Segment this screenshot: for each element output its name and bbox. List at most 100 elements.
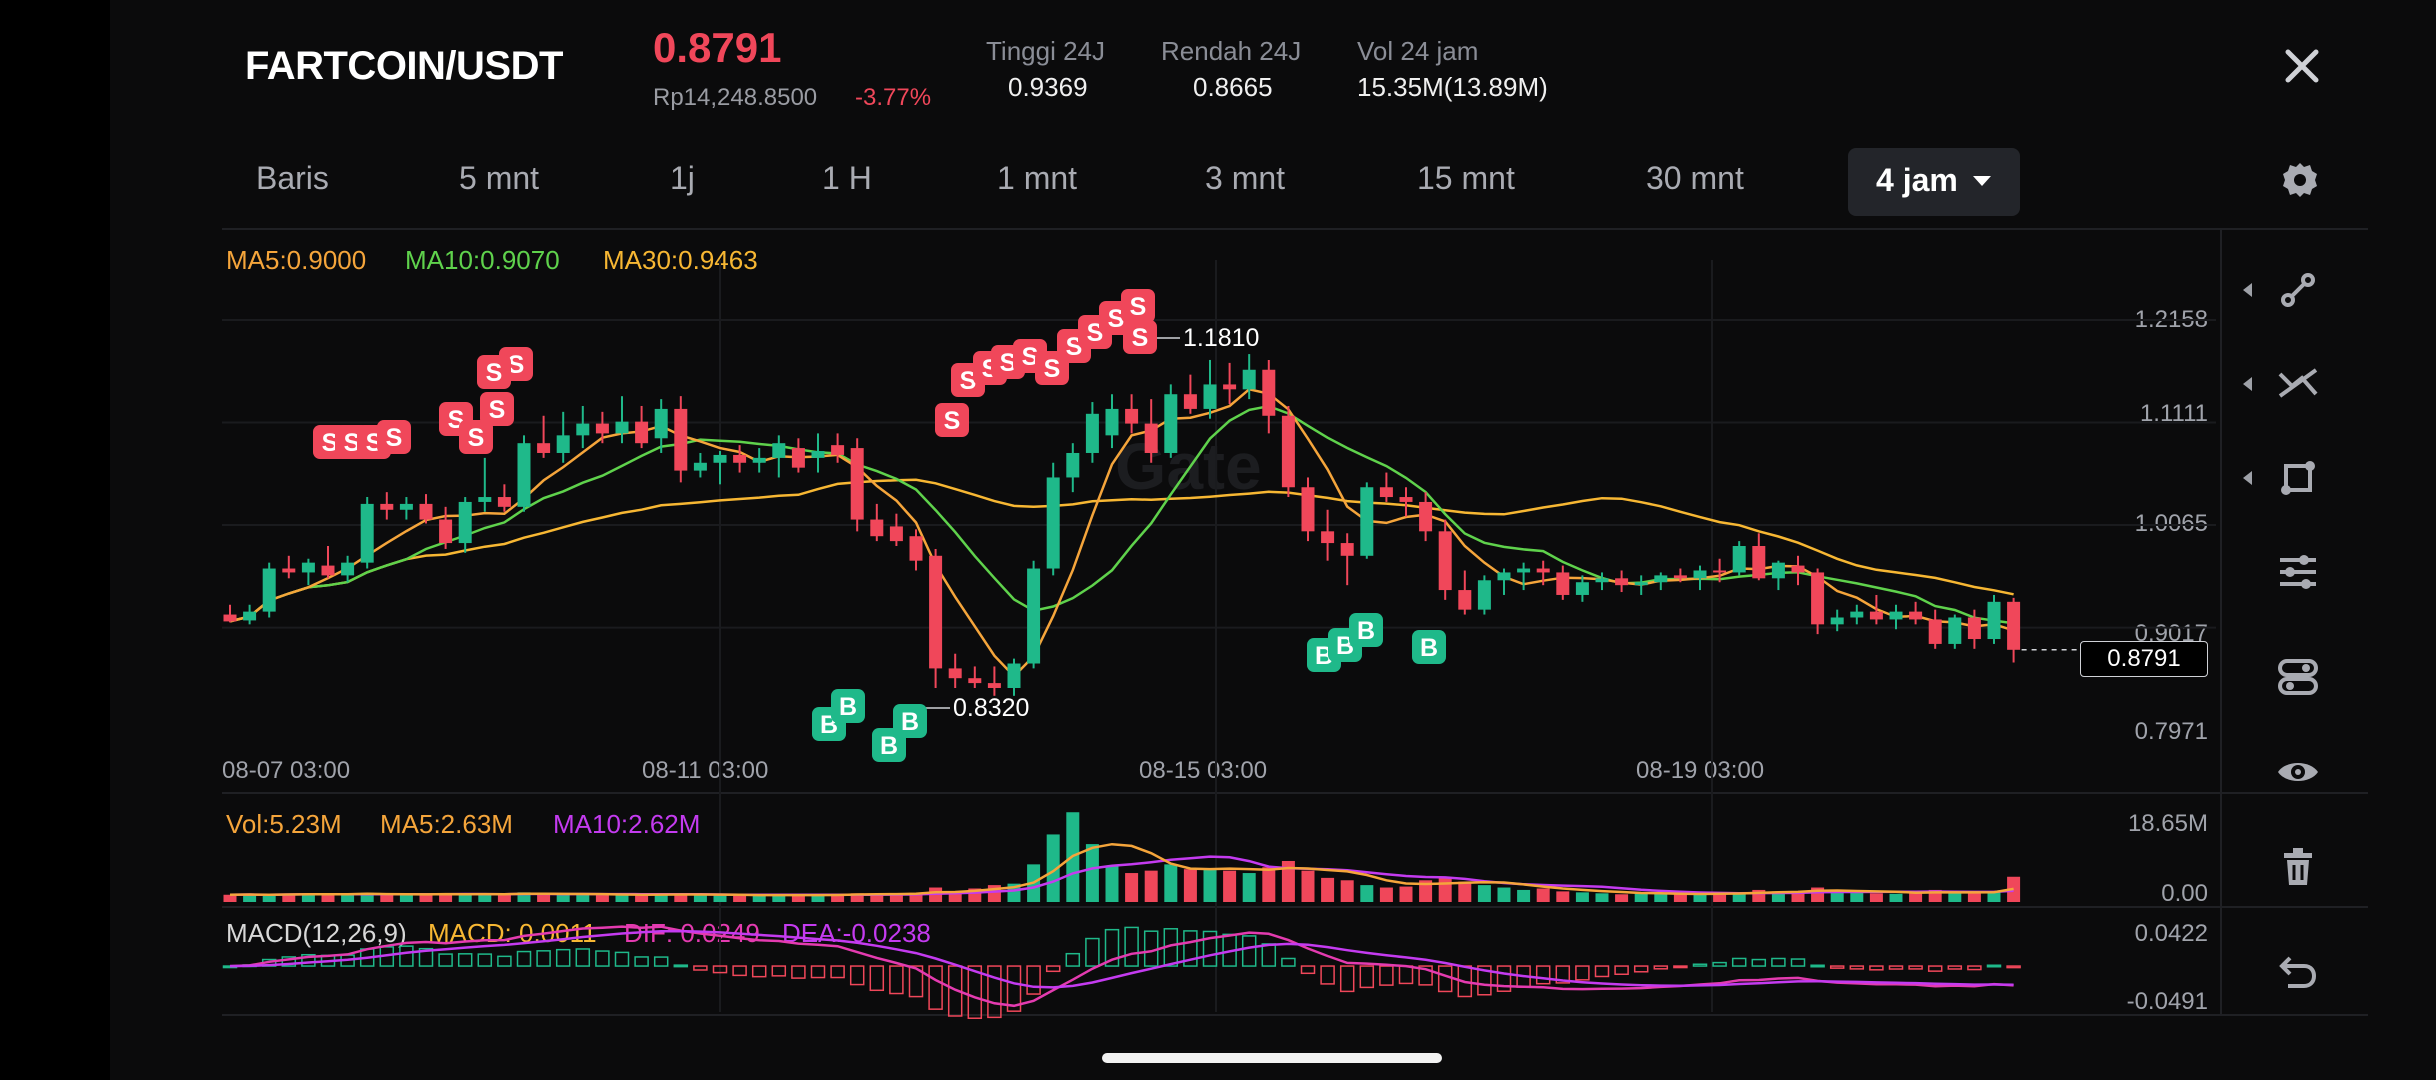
macd-histogram-bar xyxy=(1751,958,1767,967)
candle-body xyxy=(1948,617,1962,644)
gear-icon[interactable] xyxy=(2280,160,2320,200)
low-24h-value: 0.8665 xyxy=(1193,72,1273,102)
candle-body xyxy=(360,503,374,563)
volume-bar xyxy=(262,895,276,902)
macd-histogram-bar xyxy=(634,956,649,967)
multi-line-icon[interactable] xyxy=(2276,362,2320,406)
macd-histogram-bar xyxy=(1398,965,1414,985)
ma30-line xyxy=(229,478,2014,623)
tab-5m[interactable]: 5 mnt xyxy=(459,160,540,196)
candle-body xyxy=(1850,611,1864,618)
macd-histogram-bar xyxy=(1045,965,1061,973)
candle-body xyxy=(1438,531,1452,591)
close-icon[interactable] xyxy=(2280,44,2324,88)
tab-baris[interactable]: Baris xyxy=(256,160,329,196)
macd-histogram-bar xyxy=(1594,965,1610,978)
macd-histogram-bar xyxy=(1300,965,1316,975)
macd-histogram-bar xyxy=(281,956,297,967)
volume-bar xyxy=(1595,893,1609,902)
shape-icon[interactable] xyxy=(2276,456,2320,500)
tab-1h[interactable]: 1 H xyxy=(822,160,872,196)
macd-histogram-bar xyxy=(1379,965,1394,986)
candle-body xyxy=(1909,611,1923,620)
candle-body xyxy=(1536,568,1550,573)
layers-icon[interactable] xyxy=(2276,655,2320,699)
buy-marker-label: B xyxy=(1420,634,1438,662)
macd-histogram-bar xyxy=(1555,965,1571,984)
macd-histogram-bar xyxy=(1908,965,1923,970)
undo-icon[interactable] xyxy=(2276,950,2320,994)
candle-body xyxy=(399,503,413,510)
macd-histogram-bar xyxy=(1947,965,1963,970)
macd-tick: 0.0422 xyxy=(2134,920,2208,947)
candle-body xyxy=(1752,546,1766,579)
tab-30m[interactable]: 30 mnt xyxy=(1646,160,1744,196)
volume-bar xyxy=(1125,873,1139,902)
candle-body xyxy=(1869,611,1883,620)
buy-marker xyxy=(831,689,865,723)
volume-bar xyxy=(635,894,649,902)
tab-4-jam-label: 4 jam xyxy=(1876,162,1958,198)
tab-15m[interactable]: 15 mnt xyxy=(1417,160,1515,196)
trash-icon[interactable] xyxy=(2276,845,2320,889)
tab-4-jam-dropdown[interactable] xyxy=(1848,148,2020,216)
macd-histogram-bar xyxy=(1535,965,1551,985)
price-tick: 1.0065 xyxy=(2134,510,2208,537)
buy-marker-label: B xyxy=(839,693,857,721)
volume-bar xyxy=(537,893,551,902)
sell-marker-label: S xyxy=(508,351,525,379)
price-change-percent: -3.77% xyxy=(855,84,932,111)
volume-bar xyxy=(693,895,707,902)
sell-marker xyxy=(477,355,511,389)
home-indicator[interactable] xyxy=(1102,1053,1442,1063)
candle-body xyxy=(1595,578,1609,583)
candle-body xyxy=(1477,580,1491,610)
candle-body xyxy=(341,562,355,576)
macd-histogram-bar xyxy=(1477,965,1492,996)
macd-histogram-bar xyxy=(477,953,493,967)
candle-body xyxy=(380,503,394,510)
trendline-icon[interactable] xyxy=(2276,268,2320,312)
sell-marker-label: S xyxy=(322,429,339,457)
buy-marker xyxy=(1349,613,1383,647)
sell-marker xyxy=(1121,289,1155,323)
macd-histogram-bar xyxy=(712,965,728,974)
candle-body xyxy=(282,568,296,573)
candle-body xyxy=(615,421,629,434)
tool-expand-arrow[interactable] xyxy=(2243,471,2252,485)
candle-body xyxy=(301,562,315,573)
volume-bar xyxy=(1869,893,1883,902)
volume-bar xyxy=(223,894,237,902)
candle-body xyxy=(1517,568,1531,573)
macd-histogram-bar xyxy=(1359,965,1375,989)
eye-icon[interactable] xyxy=(2276,750,2320,794)
macd-histogram-bar xyxy=(1927,965,1943,972)
macd-histogram-bar xyxy=(1888,965,1904,970)
volume-bar xyxy=(615,894,629,902)
tab-3m[interactable]: 3 mnt xyxy=(1205,160,1286,196)
volume-bar xyxy=(1262,867,1276,902)
volume-bar xyxy=(1105,865,1119,902)
vol-ma10-legend: MA10:2.62M xyxy=(553,809,701,839)
volume-bar xyxy=(1144,870,1158,902)
tab-1j[interactable]: 1j xyxy=(670,160,695,196)
tool-expand-arrow[interactable] xyxy=(2243,377,2252,391)
macd-histogram-bar xyxy=(1437,965,1453,993)
tool-expand-arrow[interactable] xyxy=(2243,283,2252,297)
sell-marker-label: S xyxy=(489,396,506,424)
indicator-settings-icon[interactable] xyxy=(2276,550,2320,594)
volume-bar xyxy=(1223,870,1237,902)
buy-marker xyxy=(893,704,927,738)
candle-body xyxy=(1673,575,1687,579)
macd-histogram-bar xyxy=(575,948,591,967)
vol-ma5-legend: MA5:2.63M xyxy=(380,809,513,839)
tab-1m[interactable]: 1 mnt xyxy=(997,160,1078,196)
vol-24h-value: 15.35M(13.89M) xyxy=(1357,72,1548,102)
chart-bottom-divider xyxy=(222,1014,2368,1016)
volume-bar xyxy=(1575,892,1589,902)
volume-bar xyxy=(772,894,786,902)
sell-marker-label: S xyxy=(1000,349,1017,377)
volume-bar xyxy=(458,893,472,902)
volume-divider xyxy=(222,792,2368,794)
